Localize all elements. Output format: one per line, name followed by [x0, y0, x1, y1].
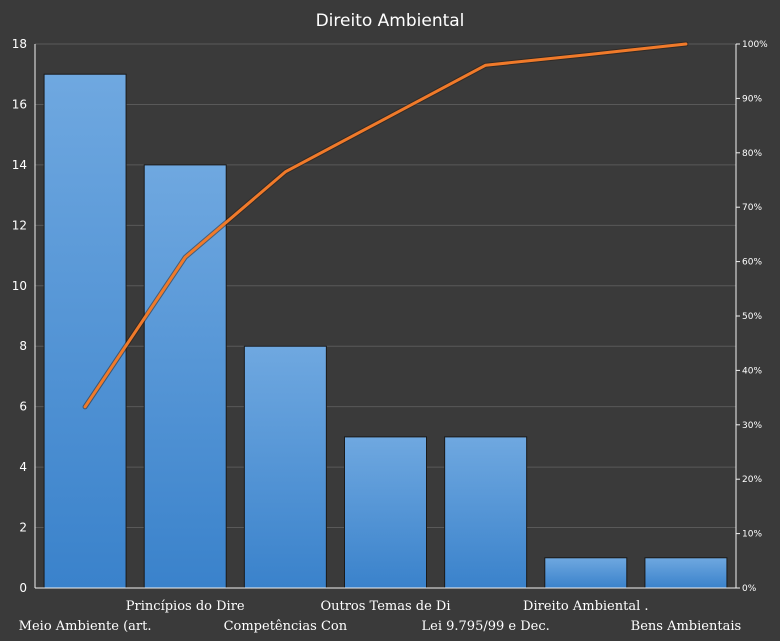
bar: [544, 557, 628, 589]
y-tick-label: 0: [19, 581, 27, 595]
x-tick-label: Bens Ambientais: [631, 619, 742, 634]
y2-tick-label: 100%: [742, 40, 768, 50]
y2-tick-label: 90%: [742, 94, 762, 104]
y2-tick-label: 0%: [742, 584, 757, 594]
y-tick-label: 2: [19, 521, 27, 535]
y2-tick-label: 30%: [742, 421, 762, 431]
x-tick-label: Competências Con: [224, 619, 348, 634]
y2-tick-label: 70%: [742, 203, 762, 213]
y-tick-label: 10: [12, 279, 27, 293]
y-tick-label: 12: [12, 218, 27, 232]
y2-tick-label: 40%: [742, 366, 762, 376]
y-tick-label: 8: [19, 339, 27, 353]
x-tick-label: Outros Temas de Di: [320, 599, 450, 614]
y2-tick-label: 60%: [742, 258, 762, 268]
label-layer: 0 2 4 6 8 10 12 14 16 18 0% 10% 20% 30% 40% 50% 60% 70% 80…: [12, 37, 768, 634]
y2-tick-label: 10%: [742, 530, 762, 540]
y-tick-label: 6: [19, 400, 27, 414]
y-tick-label: 14: [12, 158, 27, 172]
bar: [43, 73, 127, 589]
y2-tick-label: 80%: [742, 149, 762, 159]
chart-title: Direito Ambiental: [316, 11, 465, 31]
pareto-line: [83, 42, 688, 409]
y2-tick-label: 50%: [742, 312, 762, 322]
y-tick-label: 4: [19, 460, 27, 474]
bar: [644, 557, 728, 589]
line-layer: [82, 41, 689, 410]
bar: [444, 436, 528, 589]
x-tick-label: Lei 9.795/99 e Dec.: [422, 619, 550, 634]
y-tick-label: 16: [12, 97, 27, 111]
x-tick-label: Princípios do Dire: [126, 599, 245, 614]
x-tick-label: Direito Ambiental .: [523, 599, 649, 614]
y2-tick-label: 20%: [742, 475, 762, 485]
axis-layer: [34, 43, 740, 589]
y-tick-label: 18: [12, 37, 27, 51]
bar: [143, 164, 227, 589]
bar-layer: [43, 73, 728, 589]
bar: [243, 345, 327, 589]
x-tick-label: Meio Ambiente (art.: [19, 619, 152, 634]
bar: [344, 436, 427, 589]
